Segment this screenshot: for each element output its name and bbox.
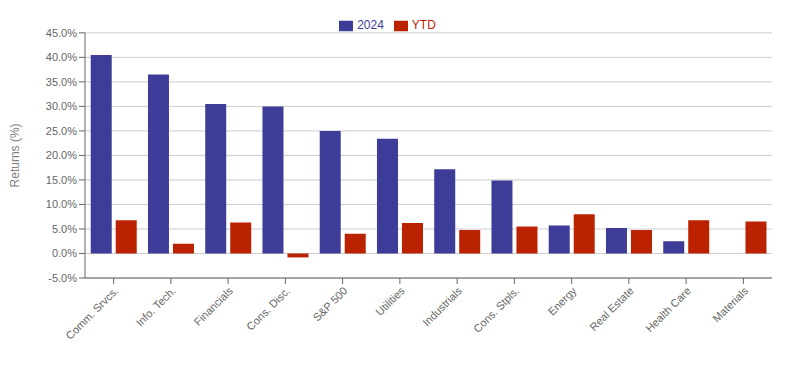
svg-text:Financials: Financials — [192, 284, 236, 328]
svg-text:Utilities: Utilities — [373, 284, 407, 318]
svg-text:20.0%: 20.0% — [46, 149, 77, 161]
svg-text:Info. Tech.: Info. Tech. — [134, 284, 178, 328]
svg-text:-5.0%: -5.0% — [48, 272, 77, 284]
svg-text:25.0%: 25.0% — [46, 125, 77, 137]
svg-text:Cons. Stpls.: Cons. Stpls. — [471, 284, 521, 334]
svg-text:Energy: Energy — [545, 284, 578, 317]
svg-text:Returns (%): Returns (%) — [8, 123, 22, 187]
svg-text:Materials: Materials — [710, 284, 750, 324]
html-text:2024: 2024 — [357, 18, 384, 32]
html-text:YTD: YTD — [411, 18, 436, 32]
svg-text:45.0%: 45.0% — [46, 27, 77, 39]
svg-text:5.0%: 5.0% — [52, 223, 77, 235]
svg-text:Health Care: Health Care — [643, 284, 693, 334]
svg-text:Industrials: Industrials — [420, 284, 464, 328]
svg-text:30.0%: 30.0% — [46, 100, 77, 112]
svg-text:Real Estate: Real Estate — [587, 284, 636, 333]
svg-text:40.0%: 40.0% — [46, 51, 77, 63]
svg-text:S&P 500: S&P 500 — [311, 284, 350, 323]
svg-text:Cons. Disc.: Cons. Disc. — [244, 284, 292, 332]
svg-text:0.0%: 0.0% — [52, 247, 77, 259]
svg-text:Comm. Srvcs.: Comm. Srvcs. — [63, 284, 120, 341]
svg-text:15.0%: 15.0% — [46, 174, 77, 186]
svg-text:35.0%: 35.0% — [46, 76, 77, 88]
svg-text:10.0%: 10.0% — [46, 198, 77, 210]
